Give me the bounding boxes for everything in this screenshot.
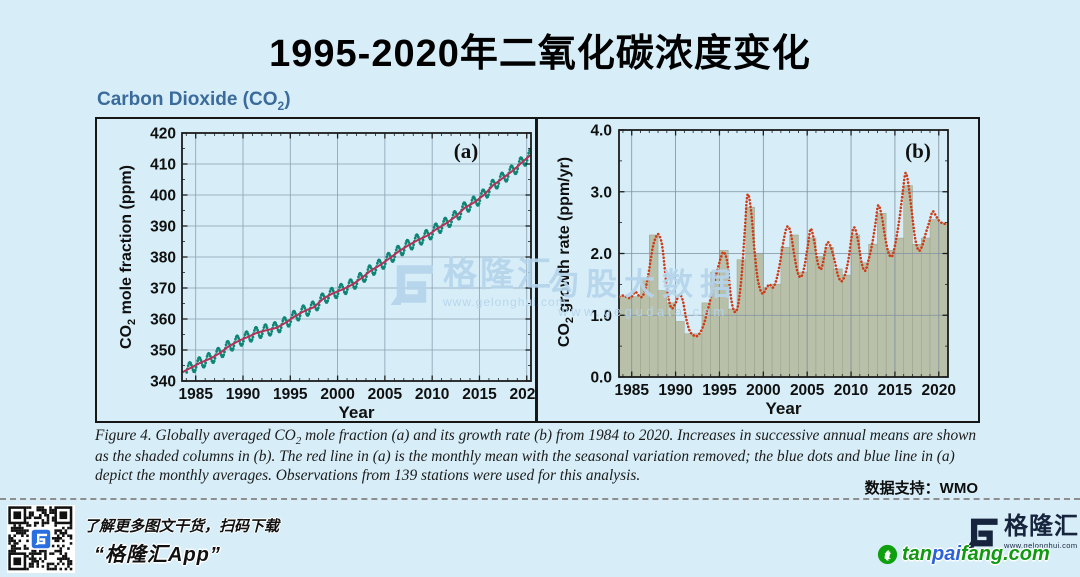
svg-text:2000: 2000 [320,386,354,403]
tanpaifang-text: tanpaifang.com [902,543,1050,566]
footer-promo-text: 了解更多图文干货，扫码下载 [84,518,280,535]
svg-text:2005: 2005 [368,386,403,403]
svg-text:4.0: 4.0 [590,123,612,140]
svg-text:2020: 2020 [922,382,956,399]
svg-text:2.0: 2.0 [590,246,612,263]
figure-heading-text: Carbon Dioxide (CO [97,89,278,110]
footer-app-name: “格隆汇App” [94,544,221,566]
page-title: 1995-2020年二氧化碳浓度变化 [269,33,811,75]
gelonghui-footer-logo: 格隆汇 www.gelonghui.com [963,513,1079,551]
svg-text:2020: 2020 [510,386,537,403]
svg-text:410: 410 [150,157,176,174]
svg-text:340: 340 [150,374,176,391]
panel-divider [535,117,538,423]
gelonghui-logo-url: www.gelonghui.com [1004,541,1078,551]
svg-text:1985: 1985 [178,386,213,403]
gelonghui-logo-name: 格隆汇 [1004,513,1079,540]
svg-text:(b): (b) [905,139,931,163]
svg-text:2000: 2000 [746,382,780,399]
svg-text:350: 350 [150,343,176,360]
svg-text:420: 420 [150,126,176,143]
svg-text:2015: 2015 [462,386,497,403]
svg-text:t: t [886,547,890,562]
svg-text:1995: 1995 [273,386,308,403]
svg-text:2015: 2015 [878,382,913,399]
tanpaifang-text-part: fang.com [960,543,1050,565]
svg-text:2010: 2010 [415,386,449,403]
svg-text:Year: Year [339,403,375,422]
svg-text:0.0: 0.0 [590,370,612,387]
svg-text:360: 360 [150,312,176,329]
svg-text:1985: 1985 [614,382,649,399]
svg-text:370: 370 [150,281,176,298]
svg-text:3.0: 3.0 [590,184,612,201]
tanpaifang-text-part: tan [902,543,932,565]
svg-text:1995: 1995 [702,382,737,399]
svg-text:1.0: 1.0 [590,308,612,325]
data-support-credit: 数据支持：WMO [864,480,978,497]
svg-text:(a): (a) [454,139,479,163]
svg-text:Year: Year [766,399,802,418]
svg-text:2010: 2010 [834,382,868,399]
figure-heading-close: ) [284,89,291,110]
svg-text:1990: 1990 [658,382,692,399]
tanpaifang-watermark: t tanpaifang.com [877,543,1050,566]
figure-heading-subscript: 2 [277,98,285,113]
chart-a-y-axis-label: CO2 mole fraction (ppm) [117,165,139,349]
tanpaifang-text-part: pai [932,543,961,565]
svg-text:1990: 1990 [226,386,260,403]
figure-heading: Carbon Dioxide (CO2) [97,89,291,113]
chart-b-y-axis-label: CO2 growth rate (ppm/yr) [555,156,577,348]
svg-text:380: 380 [150,250,176,267]
svg-text:400: 400 [150,188,176,205]
footer-separator [0,498,1080,500]
svg-text:2005: 2005 [790,382,825,399]
tanpaifang-icon: t [877,544,898,565]
svg-text:390: 390 [150,219,176,236]
figure-caption: Figure 4. Globally averaged CO2 mole fra… [95,427,977,485]
co2-growth-rate-chart: 1985 1990 1995 2000 2005 2010 2015 2020 0.0 1.0 2.… [590,123,956,419]
co2-mole-fraction-chart: 1985 1990 1995 2000 2005 2010 2015 2020 340 350 36… [150,126,537,423]
qr-code [7,505,75,573]
